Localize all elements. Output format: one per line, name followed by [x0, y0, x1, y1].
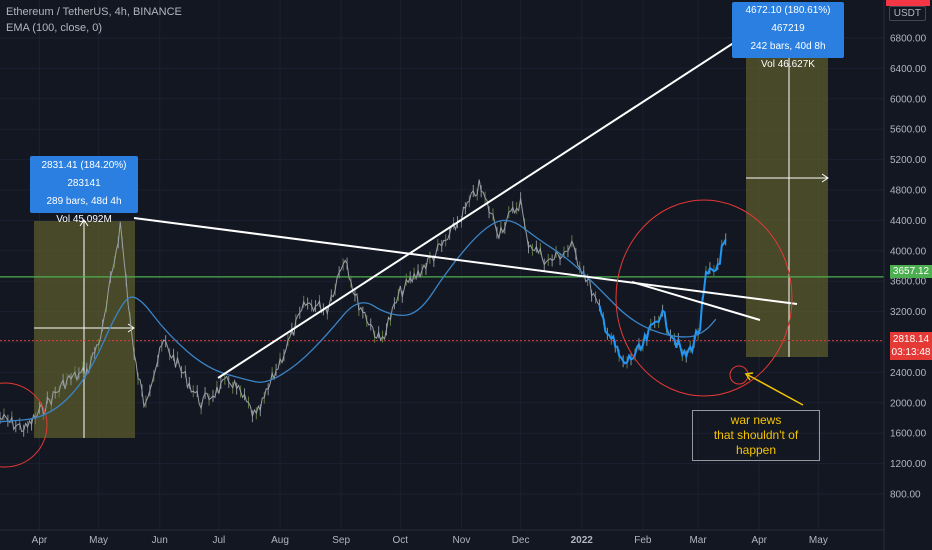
x-tick-label: May: [89, 535, 108, 546]
indicator-label[interactable]: EMA (100, close, 0): [6, 22, 102, 34]
symbol-title[interactable]: Ethereum / TetherUS, 4h, BINANCE: [6, 6, 182, 18]
y-tick-label: 1200.00: [890, 459, 927, 470]
measure-2-volume: Vol 46.627K: [761, 59, 815, 70]
y-tick-label: 4000.00: [890, 246, 927, 257]
trendline-short: [631, 281, 761, 321]
x-tick-label: Jun: [152, 535, 168, 546]
trendline-rising: [217, 17, 773, 379]
y-tick-label: 5600.00: [890, 125, 927, 136]
y-tick-label: 2000.00: [890, 398, 927, 409]
measure-2-bars: 242 bars, 40d 8h: [750, 41, 826, 52]
trendline-falling: [133, 217, 798, 305]
measure-arrow-1-head: [79, 219, 89, 227]
x-tick-label: Jul: [212, 535, 225, 546]
x-tick-label: May: [809, 535, 828, 546]
y-tick-label: 6800.00: [890, 34, 927, 45]
current-price-tag: 2818.14 03:13:48: [890, 332, 932, 360]
x-tick-label: 2022: [571, 535, 594, 546]
ema-line: [0, 219, 717, 423]
x-tick-label: Nov: [453, 535, 471, 546]
measure-1-change: 2831.41 (184.20%) 283141: [41, 160, 127, 189]
war-news-note[interactable]: war news that shouldn't of happen: [692, 410, 820, 461]
circle-right: [615, 199, 793, 397]
y-tick-label: 6000.00: [890, 94, 927, 105]
y-tick-label: 6400.00: [890, 64, 927, 75]
last-price-badge: [886, 0, 930, 6]
x-tick-label: Mar: [689, 535, 707, 546]
y-tick-label: 5200.00: [890, 155, 927, 166]
y-tick-label: 3600.00: [890, 277, 927, 288]
x-tick-label: Aug: [271, 535, 289, 546]
y-tick-label: 4800.00: [890, 186, 927, 197]
measure-1-volume: Vol 45.092M: [56, 214, 112, 225]
measure-1-bars: 289 bars, 48d 4h: [46, 196, 122, 207]
price-line-recent: [598, 238, 727, 365]
x-axis: Apr May Jun Jul Aug Sep Oct Nov Dec 2022 Feb Mar Apr…: [0, 529, 884, 546]
circle-left: [0, 382, 48, 468]
drawing-overlay: [0, 17, 804, 468]
measure-2-change: 4672.10 (180.61%) 467219: [745, 5, 831, 34]
y-tick-label: 4400.00: [890, 216, 927, 227]
y-tick-label: 2400.00: [890, 368, 927, 379]
measure-arrow-1-hhead: [127, 323, 135, 333]
x-tick-label: Dec: [512, 535, 530, 546]
measure-arrow-2-hhead: [821, 173, 829, 183]
y-tick-label: 1600.00: [890, 429, 927, 440]
candle-countdown: 03:13:48: [891, 347, 931, 358]
currency-label[interactable]: USDT: [888, 6, 926, 21]
green-level-tag: 3657.12: [890, 265, 932, 278]
x-tick-label: Sep: [332, 535, 350, 546]
current-price-value: 2818.14: [892, 334, 930, 345]
horizontal-levels: [0, 276, 884, 342]
measure-box-2: [746, 56, 828, 357]
note-line-1: war news: [730, 413, 782, 427]
x-tick-label: Apr: [32, 535, 48, 546]
note-line-2: that shouldn't of happen: [713, 428, 799, 457]
note-arrow-head: [744, 372, 754, 381]
measure-boxes: [34, 56, 829, 438]
measure-info-2: 4672.10 (180.61%) 467219 242 bars, 40d 8…: [732, 2, 844, 70]
measure-info-1: 2831.41 (184.20%) 283141 289 bars, 48d 4…: [30, 156, 138, 225]
x-tick-label: Feb: [634, 535, 652, 546]
y-tick-label: 800.00: [890, 490, 921, 501]
circle-dip: [729, 365, 749, 385]
chart-legend: Ethereum / TetherUS, 4h, BINANCE EMA (10…: [6, 4, 182, 36]
x-tick-label: Apr: [751, 535, 767, 546]
y-tick-label: 3200.00: [890, 307, 927, 318]
x-tick-label: Oct: [393, 535, 409, 546]
note-arrow: [747, 374, 804, 406]
